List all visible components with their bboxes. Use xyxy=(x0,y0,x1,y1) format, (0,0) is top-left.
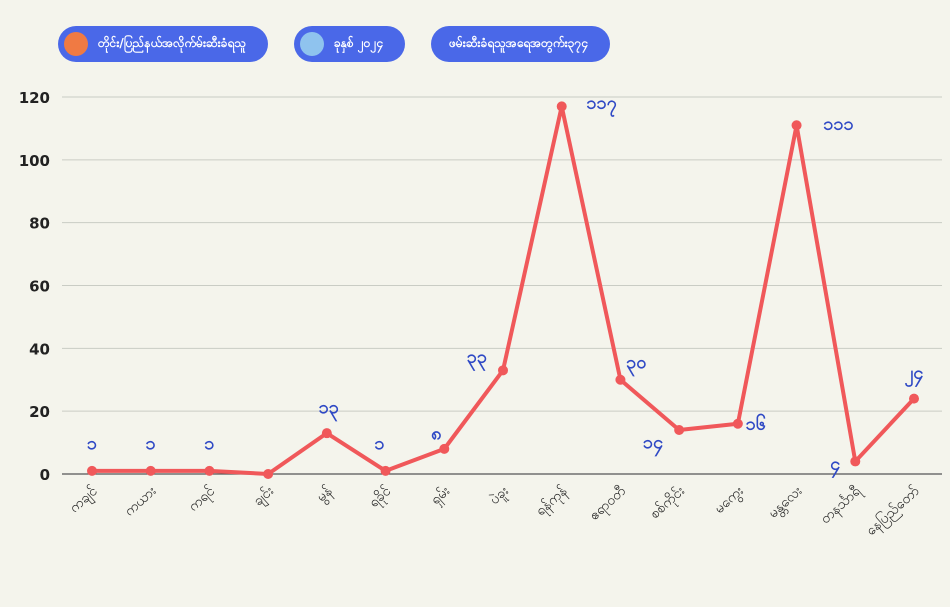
data-point xyxy=(498,365,508,376)
data-label: ၃၀ xyxy=(626,352,646,377)
data-point xyxy=(439,443,450,454)
data-point xyxy=(204,465,215,476)
legend-label-total: ဖမ်းဆီးခံရသူအရေအတွက်း၃၇၄ xyxy=(449,36,588,50)
data-point xyxy=(909,393,919,404)
data-point xyxy=(380,465,391,476)
legend-dot-orange xyxy=(64,32,88,56)
x-tick-label: ကယား xyxy=(121,483,159,520)
y-tick-label: 80 xyxy=(29,215,50,233)
data-label: ၁၁၁ xyxy=(823,113,853,134)
data-point xyxy=(850,456,861,467)
legend-item-total[interactable]: ဖမ်းဆီးခံရသူအရေအတွက်း၃၇၄ xyxy=(431,26,610,62)
y-tick-label: 60 xyxy=(29,278,50,296)
x-tick-label: နေပြည်တော် xyxy=(862,482,924,540)
y-tick-label: 120 xyxy=(19,89,50,107)
data-label: ၁၆ xyxy=(746,413,766,435)
y-tick-label: 100 xyxy=(19,152,50,170)
data-point xyxy=(321,428,332,439)
x-tick-label: စစ်ကိုင်း xyxy=(647,483,690,524)
data-point xyxy=(263,469,274,479)
x-tick-label: ဧရာဝတီ xyxy=(586,483,630,526)
legend-label-region: တိုင်း/ပြည်နယ်အလိုက်မ်းဆီးခံရသူ xyxy=(98,36,246,50)
x-tick-label: ကရင် xyxy=(185,483,219,516)
data-label: ၁ xyxy=(204,433,214,454)
legend-label-year: ခုနှစ် ၂၀၂၄ xyxy=(333,36,384,50)
series-line xyxy=(90,104,916,476)
legend-item-region[interactable]: တိုင်း/ပြည်နယ်အလိုက်မ်းဆီးခံရသူ xyxy=(58,26,268,62)
legend-item-year[interactable]: ခုနှစ် ၂၀၂၄ xyxy=(293,26,406,62)
data-point xyxy=(87,465,97,476)
data-label: ၂၄ xyxy=(905,363,924,388)
x-tick-label: ပဲခူး xyxy=(487,483,514,510)
x-tick-label: တနင်္သာရီ xyxy=(817,482,866,528)
data-label: ၁၃ xyxy=(319,397,339,422)
data-label: ၁ xyxy=(146,433,156,454)
x-tick-label: မွန် xyxy=(313,483,336,507)
x-tick-label: ရခိုင် xyxy=(366,483,396,512)
data-point xyxy=(674,425,685,436)
x-tick-label: ရန်ကုန် xyxy=(533,483,572,521)
data-point xyxy=(556,101,567,112)
legend: တိုင်း/ပြည်နယ်အလိုက်မ်းဆီးခံရသူ ခုနှစ် ၂… xyxy=(58,26,610,62)
y-tick-label: 40 xyxy=(29,340,50,358)
data-point xyxy=(791,120,802,131)
x-tick-label: မကွေး xyxy=(711,483,748,519)
x-tick-label: ချင်း xyxy=(250,483,278,511)
data-point xyxy=(145,465,156,476)
data-label: ၁၁၇ xyxy=(587,92,617,117)
y-tick-label: 0 xyxy=(40,466,50,484)
data-label: ၄ xyxy=(830,453,840,478)
data-label: ၃၃ xyxy=(467,346,487,371)
y-tick-label: 20 xyxy=(29,403,50,421)
legend-dot-blue xyxy=(299,32,324,56)
data-label: ၁ xyxy=(87,433,97,454)
x-tick-label: ရှမ်း xyxy=(428,483,455,510)
data-label: ၁၄ xyxy=(643,432,663,457)
data-point xyxy=(615,374,626,385)
data-label: ၈ xyxy=(431,423,441,444)
x-tick-label: မန္တလေး xyxy=(765,483,807,523)
data-point xyxy=(732,418,743,429)
data-label: ၁ xyxy=(375,433,385,454)
x-tick-label: ကချင် xyxy=(67,483,103,518)
